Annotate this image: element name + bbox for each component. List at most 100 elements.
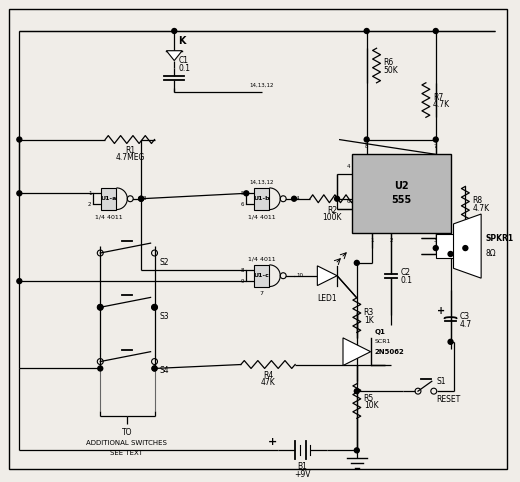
Text: 3: 3	[143, 196, 147, 201]
Text: S1: S1	[437, 377, 446, 386]
Text: U1-b: U1-b	[254, 196, 270, 201]
Text: 8: 8	[365, 145, 369, 149]
Text: SCR1: SCR1	[374, 339, 391, 344]
Text: U2: U2	[394, 181, 409, 191]
Bar	[254, 188, 269, 210]
Circle shape	[354, 388, 359, 394]
Circle shape	[139, 196, 144, 201]
Circle shape	[17, 191, 22, 196]
Text: 2N5062: 2N5062	[374, 348, 405, 355]
Circle shape	[364, 28, 369, 33]
Polygon shape	[343, 338, 371, 365]
Text: +: +	[437, 306, 445, 316]
Text: S3: S3	[160, 312, 169, 321]
Bar	[254, 265, 269, 287]
Text: C1: C1	[178, 56, 188, 65]
Circle shape	[433, 246, 438, 251]
Text: 555: 555	[391, 195, 411, 205]
Circle shape	[292, 196, 296, 201]
Bar	[436, 234, 453, 258]
Text: LED1: LED1	[317, 295, 337, 303]
Circle shape	[139, 196, 144, 201]
Circle shape	[463, 246, 468, 251]
Text: 0.1: 0.1	[178, 64, 190, 73]
Text: 47K: 47K	[261, 378, 276, 388]
Circle shape	[354, 260, 359, 266]
Text: S2: S2	[160, 258, 169, 267]
Text: 14,13,12: 14,13,12	[250, 83, 274, 88]
Text: R7: R7	[433, 93, 443, 102]
Text: R6: R6	[383, 58, 394, 67]
Polygon shape	[166, 51, 182, 61]
Text: 0.1: 0.1	[400, 276, 412, 285]
Text: 4: 4	[296, 196, 300, 201]
Text: R2: R2	[327, 206, 337, 214]
Text: C2: C2	[400, 268, 410, 277]
Text: R4: R4	[263, 372, 273, 380]
Bar	[352, 154, 450, 233]
Circle shape	[433, 28, 438, 33]
Circle shape	[98, 305, 103, 310]
Text: 1: 1	[370, 238, 373, 243]
Text: 10K: 10K	[363, 402, 379, 411]
Polygon shape	[317, 266, 337, 285]
Text: S4: S4	[160, 366, 169, 375]
Circle shape	[152, 366, 157, 371]
Text: 2: 2	[389, 238, 393, 243]
Circle shape	[334, 196, 340, 201]
Text: 4.7K: 4.7K	[472, 204, 489, 213]
Text: +9V: +9V	[294, 470, 311, 479]
Text: 4.7: 4.7	[460, 320, 472, 329]
Text: 9: 9	[241, 279, 244, 283]
Text: 50K: 50K	[383, 66, 398, 75]
Text: U1-c: U1-c	[254, 273, 270, 278]
Text: 4: 4	[346, 164, 350, 169]
Text: 2: 2	[88, 201, 92, 207]
Circle shape	[354, 448, 359, 453]
Text: R8: R8	[472, 196, 483, 205]
Text: B1: B1	[297, 462, 307, 471]
Text: 10: 10	[296, 273, 303, 278]
Text: 14,13,12: 14,13,12	[250, 180, 274, 185]
Circle shape	[172, 28, 177, 33]
Text: Q1: Q1	[374, 329, 385, 335]
Text: U1-a: U1-a	[101, 196, 117, 201]
Text: C3: C3	[460, 312, 470, 321]
Text: 100K: 100K	[322, 213, 342, 222]
Text: K: K	[178, 36, 186, 46]
Polygon shape	[453, 214, 481, 278]
Text: 1: 1	[88, 191, 92, 196]
Text: R3: R3	[363, 308, 374, 317]
Text: RESET: RESET	[437, 395, 461, 403]
Circle shape	[448, 339, 453, 344]
Text: 1/4 4011: 1/4 4011	[95, 214, 123, 219]
Text: 1/4 4011: 1/4 4011	[248, 257, 276, 262]
Text: +: +	[268, 438, 278, 447]
Text: R5: R5	[363, 394, 374, 402]
Circle shape	[17, 279, 22, 283]
Text: 3: 3	[434, 238, 437, 243]
Text: ADDITIONAL SWITCHES: ADDITIONAL SWITCHES	[86, 441, 167, 446]
Text: 6: 6	[241, 201, 244, 207]
Circle shape	[98, 366, 103, 371]
Text: 8Ω: 8Ω	[485, 250, 496, 258]
Text: 1K: 1K	[363, 316, 373, 324]
Text: 4.7MEG: 4.7MEG	[115, 153, 145, 162]
Text: 1/4 4011: 1/4 4011	[248, 214, 276, 219]
Text: 8: 8	[241, 268, 244, 273]
Circle shape	[152, 305, 157, 310]
Circle shape	[244, 191, 249, 196]
Bar	[101, 188, 116, 210]
Text: 7: 7	[260, 292, 264, 296]
Text: TO: TO	[122, 428, 132, 437]
Circle shape	[433, 137, 438, 142]
Text: 7: 7	[434, 145, 437, 149]
Circle shape	[17, 137, 22, 142]
Text: 5: 5	[241, 191, 244, 196]
Text: 4.7K: 4.7K	[433, 101, 450, 109]
Text: SEE TEXT: SEE TEXT	[110, 450, 144, 456]
Text: R1: R1	[125, 147, 135, 155]
Circle shape	[152, 366, 157, 371]
Text: SPKR1: SPKR1	[485, 234, 513, 243]
Circle shape	[364, 137, 369, 142]
